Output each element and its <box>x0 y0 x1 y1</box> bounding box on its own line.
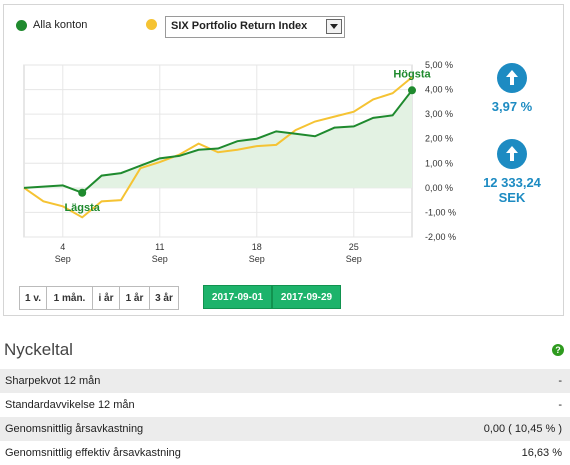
period-button-1ar[interactable]: 1 år <box>119 286 149 310</box>
x-tick-month: Sep <box>152 254 168 264</box>
amount-stat: 12 333,24 SEK <box>470 139 554 205</box>
green-dot-icon <box>16 19 27 31</box>
return-stat: 3,97 % <box>482 63 542 114</box>
chevron-down-icon[interactable] <box>326 19 342 34</box>
y-tick-label: 2,00 % <box>425 134 453 144</box>
x-tick-month: Sep <box>346 254 362 264</box>
row-label: Genomsnittlig årsavkastning <box>5 423 144 435</box>
period-button-i-ar[interactable]: i år <box>92 286 119 310</box>
amount-unit: SEK <box>498 190 526 205</box>
table-row: Genomsnittlig effektiv årsavkastning 16,… <box>0 441 570 465</box>
row-label: Sharpekvot 12 mån <box>5 375 101 387</box>
arrow-up-icon <box>497 139 527 169</box>
help-icon[interactable]: ? <box>552 344 564 356</box>
performance-chart: 5,00 % 4,00 % 3,00 % 2,00 % 1,00 % 0,00 % -1,0… <box>23 60 456 264</box>
period-buttons: 1 v. 1 mån. i år 1 år 3 år <box>19 286 179 310</box>
x-tick-month: Sep <box>249 254 265 264</box>
legend-item-index <box>146 19 163 30</box>
x-tick-day: 18 <box>252 242 262 252</box>
y-tick-label: 0,00 % <box>425 183 453 193</box>
section-title: Nyckeltal <box>4 340 73 359</box>
row-value: - <box>558 399 562 411</box>
index-select[interactable]: SIX Portfolio Return Index <box>165 16 345 38</box>
chart-legend: Alla konton SIX Portfolio Return Index <box>4 5 563 43</box>
series-area <box>24 90 412 193</box>
table-row: Sharpekvot 12 mån - <box>0 369 570 393</box>
x-tick-month: Sep <box>55 254 71 264</box>
series-line-index <box>23 76 413 219</box>
yellow-dot-icon <box>146 19 157 30</box>
x-tick-day: 4 <box>60 242 65 252</box>
row-value: 16,63 % <box>521 447 562 459</box>
date-from-button[interactable]: 2017-09-01 <box>203 285 272 309</box>
x-tick-day: 25 <box>349 242 359 252</box>
y-tick-label: -1,00 % <box>425 207 456 217</box>
y-tick-label: 4,00 % <box>425 85 453 95</box>
legend-label-alla-konton: Alla konton <box>33 19 88 31</box>
y-tick-label: 3,00 % <box>425 109 453 119</box>
index-select-value: SIX Portfolio Return Index <box>171 20 308 32</box>
y-tick-label: 5,00 % <box>425 60 453 70</box>
y-tick-label: -2,00 % <box>425 232 456 242</box>
table-row: Genomsnittlig årsavkastning 0,00 ( 10,45… <box>0 417 570 441</box>
date-range: 2017-09-01 2017-09-29 <box>203 285 341 309</box>
return-value: 3,97 % <box>491 99 533 114</box>
period-button-1man[interactable]: 1 mån. <box>46 286 92 310</box>
max-marker <box>408 86 416 95</box>
amount-number: 12 333,24 <box>483 175 541 190</box>
amount-value: 12 333,24 SEK <box>470 175 554 205</box>
x-tick-day: 11 <box>155 242 164 252</box>
nyckeltal-table: Sharpekvot 12 mån - Standardavvikelse 12… <box>0 369 570 465</box>
row-value: 0,00 ( 10,45 % ) <box>483 423 562 435</box>
period-button-1v[interactable]: 1 v. <box>19 286 46 310</box>
period-button-3ar[interactable]: 3 år <box>149 286 179 310</box>
chart-panel: Alla konton SIX Portfolio Return Index 5… <box>3 4 564 316</box>
row-label: Genomsnittlig effektiv årsavkastning <box>5 447 181 459</box>
legend-item-alla-konton[interactable]: Alla konton <box>16 19 87 31</box>
row-label: Standardavvikelse 12 mån <box>5 399 135 411</box>
row-value: - <box>558 375 562 387</box>
max-label: Högsta <box>393 68 431 80</box>
series-line-alla-konton <box>23 89 413 194</box>
min-marker <box>78 188 87 197</box>
min-label: Lägsta <box>64 202 100 214</box>
table-row: Standardavvikelse 12 mån - <box>0 393 570 417</box>
y-tick-label: 1,00 % <box>425 158 453 168</box>
date-to-button[interactable]: 2017-09-29 <box>272 285 341 309</box>
arrow-up-icon <box>497 63 527 93</box>
